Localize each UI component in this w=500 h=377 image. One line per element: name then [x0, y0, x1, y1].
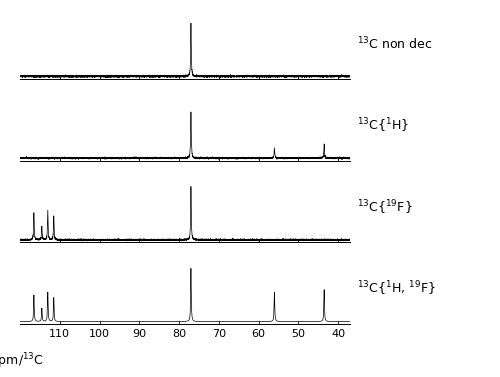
X-axis label: ppm/$^{13}$C: ppm/$^{13}$C	[0, 351, 44, 371]
Text: $^{13}$C{$^{1}$H}: $^{13}$C{$^{1}$H}	[356, 116, 409, 135]
Text: $^{13}$C non dec: $^{13}$C non dec	[356, 35, 432, 52]
Text: $^{13}$C{$^{1}$H, $^{19}$F}: $^{13}$C{$^{1}$H, $^{19}$F}	[356, 280, 436, 298]
Text: $^{13}$C{$^{19}$F}: $^{13}$C{$^{19}$F}	[356, 198, 412, 217]
